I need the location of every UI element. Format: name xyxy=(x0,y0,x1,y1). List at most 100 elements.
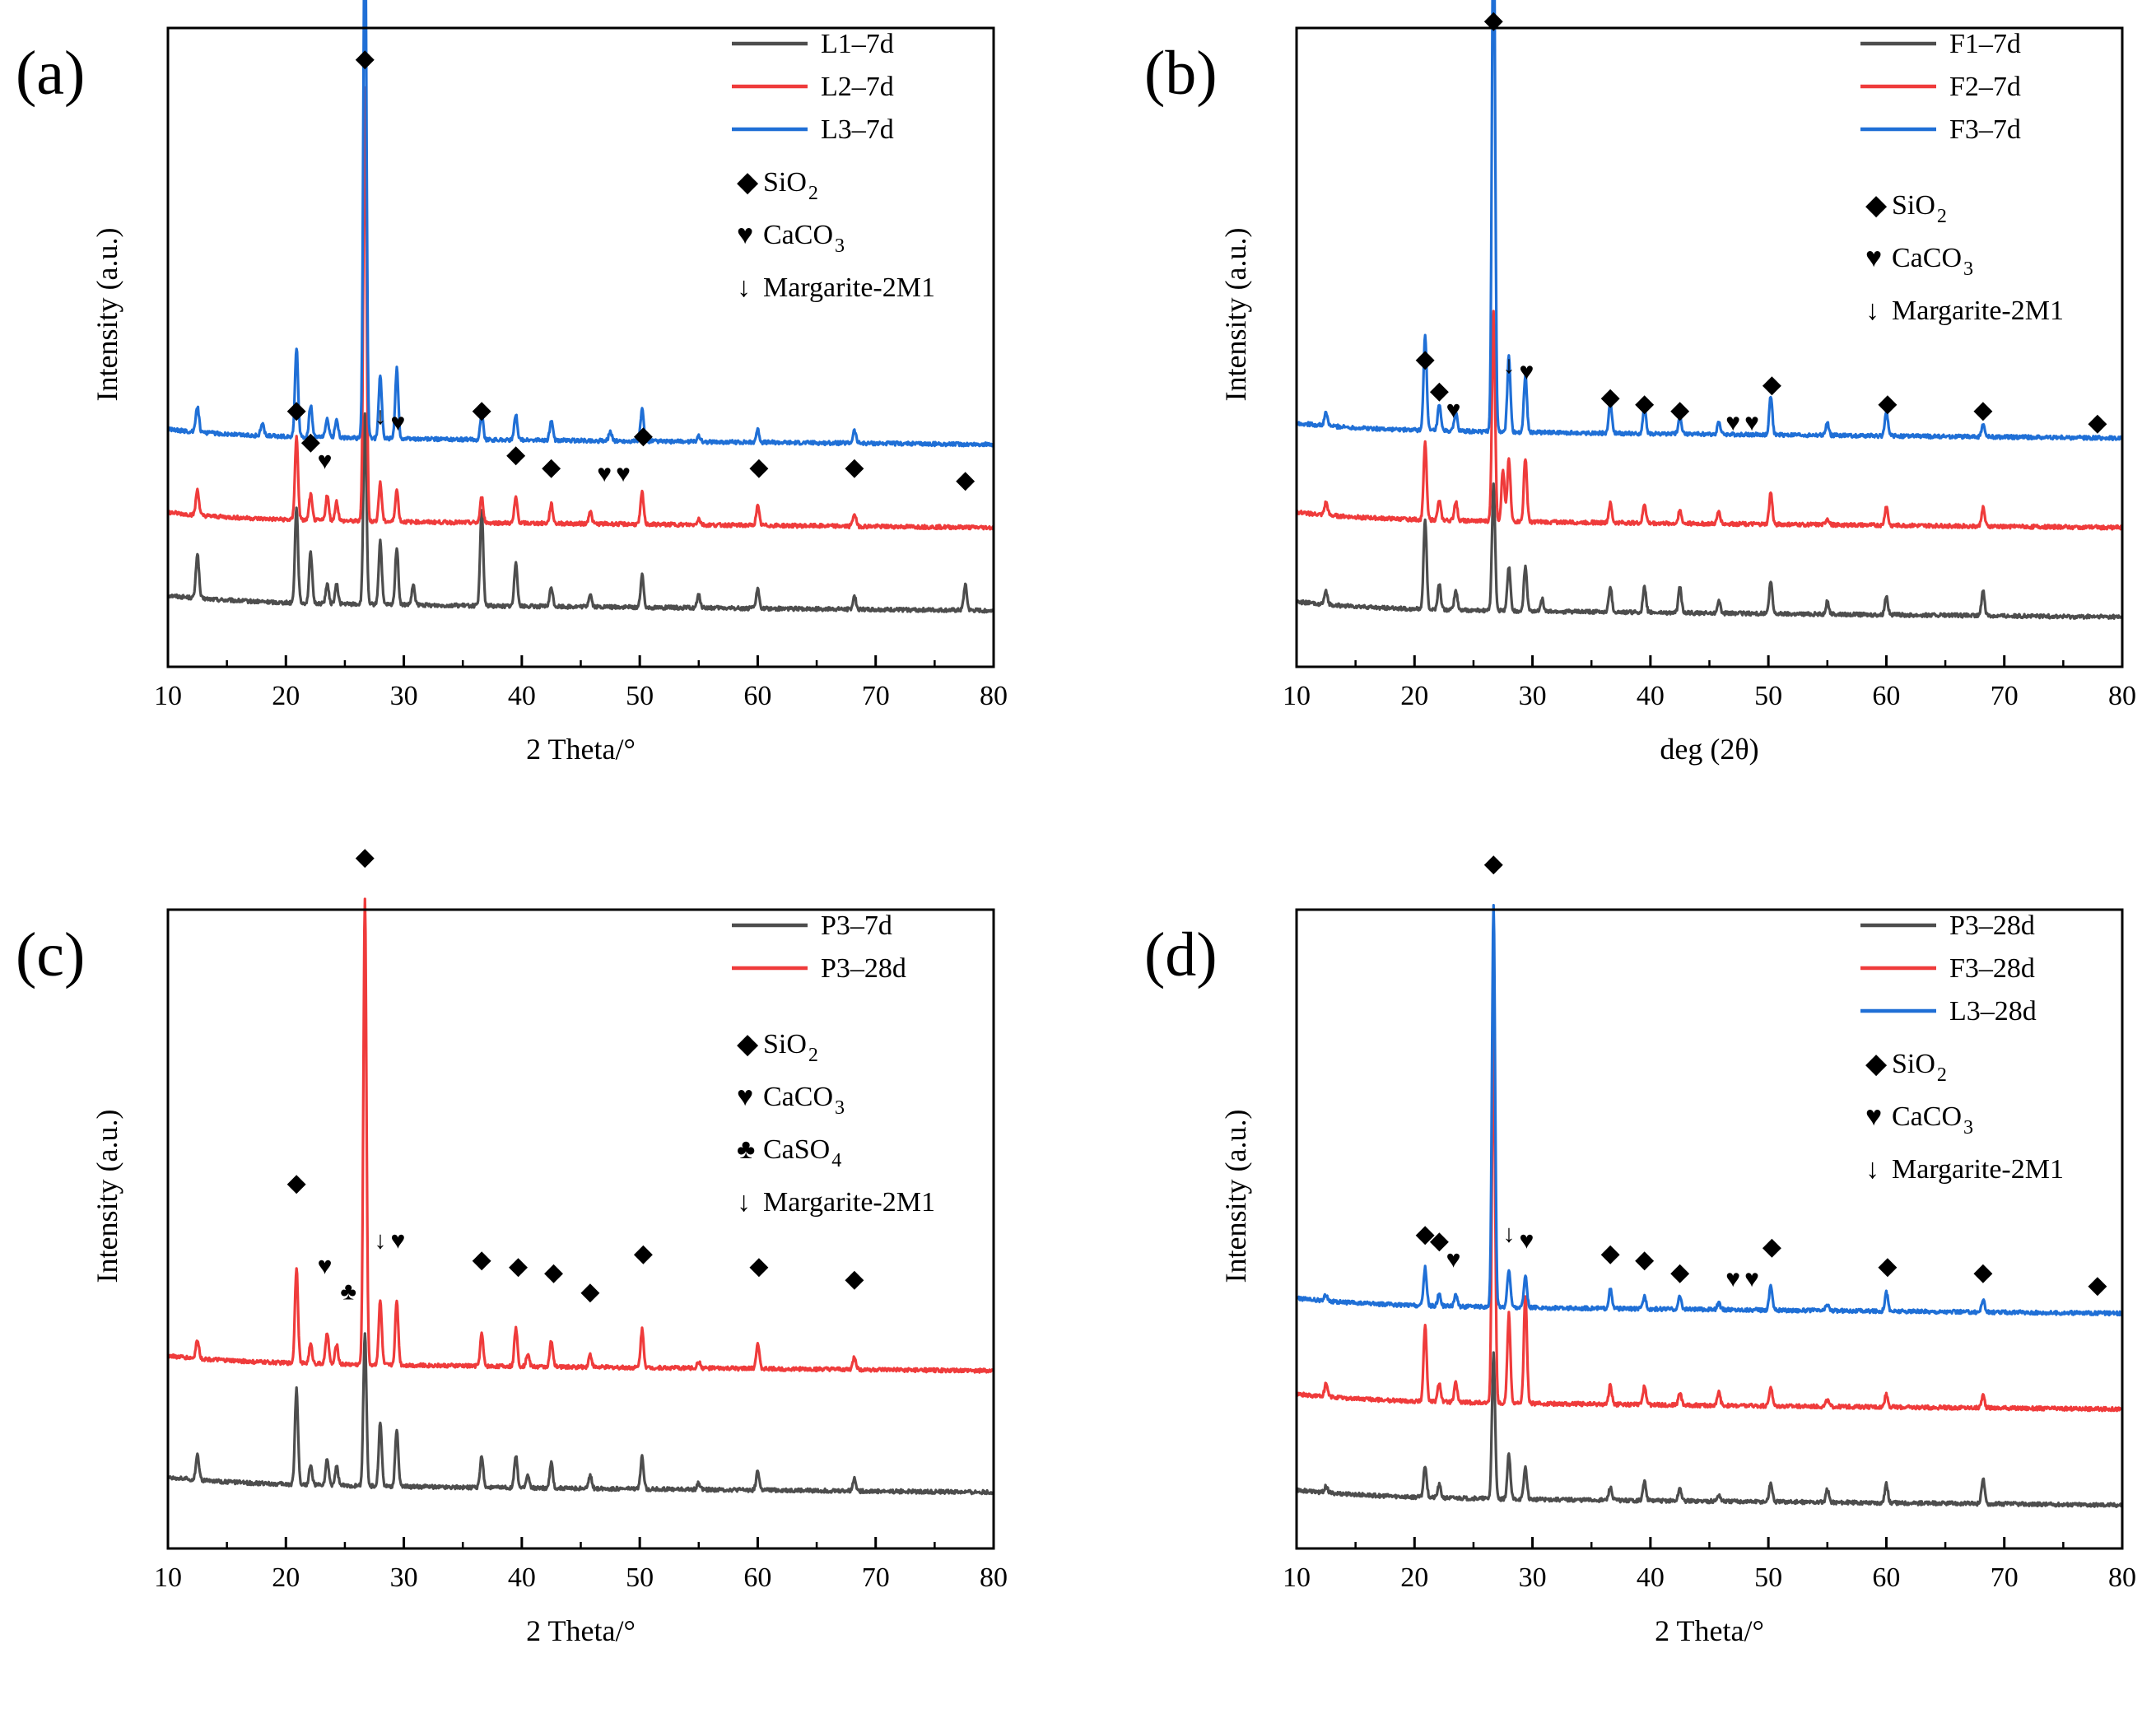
peak-marker: ◆ xyxy=(845,454,864,481)
peak-marker: ◆ xyxy=(1601,384,1620,411)
x-tick-label: 60 xyxy=(1872,1562,1900,1593)
x-tick-label: 40 xyxy=(508,1562,536,1593)
peak-marker: ♥ xyxy=(1725,1265,1740,1292)
legend-entry: P3–7d xyxy=(821,910,892,941)
legend-entry: SiO xyxy=(763,1029,807,1059)
x-tick-label: 40 xyxy=(1637,1562,1665,1593)
peak-marker: ◆ xyxy=(1763,370,1781,398)
peak-marker: ◆ xyxy=(2088,409,2107,436)
peak-marker: ◆ xyxy=(1670,1259,1689,1286)
peak-marker: ◆ xyxy=(1601,1240,1620,1267)
legend-entry: Margarite-2M1 xyxy=(1892,1154,2064,1185)
x-tick-label: 30 xyxy=(390,681,418,711)
y-axis-title: Intensity (a.u.) xyxy=(91,228,123,402)
legend-glyph: ♣ xyxy=(737,1134,755,1165)
peak-marker: ♥ xyxy=(1446,396,1461,423)
peak-marker: ◆ xyxy=(956,467,975,494)
peak-marker: ◆ xyxy=(473,1246,491,1274)
legend-entry: CaCO xyxy=(763,1082,833,1112)
legend-glyph: ♥ xyxy=(737,220,753,250)
legend-glyph: ♥ xyxy=(1865,1101,1882,1132)
x-axis-title: 2 Theta/° xyxy=(526,733,636,766)
peak-marker: ◆ xyxy=(634,421,653,449)
series-line-0 xyxy=(1295,482,2123,620)
legend-entry: L3–28d xyxy=(1949,996,2037,1027)
x-axis-title: deg (2θ) xyxy=(1660,733,1758,766)
panel-label: (d) xyxy=(1144,920,1218,990)
peak-marker: ◆ xyxy=(509,1252,528,1279)
panel-3: 10 20 30 40 50 60 70 80 2 Theta/° Intensity (a.u.… xyxy=(1144,850,2136,1647)
peak-marker: ◆ xyxy=(1878,1252,1897,1279)
legend-subscript: 2 xyxy=(808,183,818,204)
legend-entry: P3–28d xyxy=(1949,910,2035,941)
series-line-2 xyxy=(166,0,995,448)
peak-marker: ◆ xyxy=(506,441,525,468)
peak-marker: ◆ xyxy=(1430,377,1449,404)
peak-marker: ♥ xyxy=(1520,358,1534,385)
peak-marker: ◆ xyxy=(1670,396,1689,423)
peak-marker: ♥ xyxy=(318,1252,333,1279)
x-tick-label: 30 xyxy=(1519,1562,1547,1593)
series-line-0 xyxy=(166,412,995,614)
series-line-0 xyxy=(166,1332,995,1496)
series-line-1 xyxy=(1295,310,2124,531)
legend-glyph: ♥ xyxy=(1865,243,1882,273)
x-tick-label: 50 xyxy=(626,681,654,711)
panel-2: 10 20 30 40 50 60 70 80 2 Theta/° Intensity (a.u.… xyxy=(16,844,1008,1647)
series-line-2 xyxy=(1295,904,2124,1317)
peak-marker: ◆ xyxy=(1973,1259,1992,1286)
peak-marker: ◆ xyxy=(749,1252,768,1279)
legend-subscript: 3 xyxy=(1963,258,1973,280)
peak-marker: ◆ xyxy=(749,454,768,481)
peak-marker: ◆ xyxy=(1416,1221,1435,1248)
x-tick-label: 60 xyxy=(743,1562,771,1593)
x-tick-label: 20 xyxy=(1400,1562,1428,1593)
legend-entry: SiO xyxy=(1892,1049,1935,1079)
x-tick-label: 70 xyxy=(1991,1562,2019,1593)
peak-marker: ◆ xyxy=(845,1265,864,1292)
peak-marker: ↓ xyxy=(1502,1221,1515,1248)
legend-glyph: ♥ xyxy=(737,1082,753,1112)
x-tick-label: 50 xyxy=(1754,681,1782,711)
y-axis-title: Intensity (a.u.) xyxy=(91,1110,123,1283)
peak-marker: ↓ xyxy=(374,1227,386,1254)
x-tick-label: 80 xyxy=(2108,1562,2136,1593)
peak-marker: ◆ xyxy=(287,396,306,423)
x-tick-label: 70 xyxy=(1991,681,2019,711)
peak-marker: ↓ xyxy=(374,403,386,430)
series-line-0 xyxy=(1295,1351,2124,1508)
peak-marker: ◆ xyxy=(473,396,491,423)
legend-subscript: 3 xyxy=(835,235,845,257)
legend-entry: F3–7d xyxy=(1949,114,2021,145)
x-tick-label: 50 xyxy=(1754,1562,1782,1593)
peak-marker: ♥ xyxy=(391,409,406,436)
peak-marker: ◆ xyxy=(1484,7,1503,34)
peak-marker: ◆ xyxy=(1416,345,1435,372)
panel-label: (a) xyxy=(16,39,85,108)
peak-marker: ◆ xyxy=(544,1259,563,1286)
x-tick-label: 10 xyxy=(1283,681,1311,711)
x-tick-label: 60 xyxy=(743,681,771,711)
peak-marker: ◆ xyxy=(287,1169,306,1196)
x-tick-label: 60 xyxy=(1872,681,1900,711)
peak-marker: ♥ xyxy=(1744,409,1759,436)
peak-marker: ◆ xyxy=(1430,1227,1449,1254)
panel-label: (c) xyxy=(16,920,85,990)
legend-entry: F1–7d xyxy=(1949,29,2021,59)
x-tick-label: 10 xyxy=(154,681,182,711)
x-tick-label: 40 xyxy=(508,681,536,711)
legend-subscript: 2 xyxy=(808,1045,818,1066)
peak-marker: ♥ xyxy=(616,460,631,487)
x-axis-title: 2 Theta/° xyxy=(1655,1614,1764,1647)
legend-glyph: ↓ xyxy=(737,272,751,303)
legend-entry: L2–7d xyxy=(821,72,894,102)
legend-glyph: ↓ xyxy=(1865,296,1879,326)
peak-marker: ♥ xyxy=(597,460,612,487)
y-axis-title: Intensity (a.u.) xyxy=(1219,228,1252,402)
legend-entry: P3–28d xyxy=(821,953,906,984)
peak-marker: ♥ xyxy=(1446,1246,1461,1274)
legend-subscript: 2 xyxy=(1937,206,1947,227)
peak-marker: ◆ xyxy=(1878,390,1897,417)
y-axis-title: Intensity (a.u.) xyxy=(1219,1110,1252,1283)
